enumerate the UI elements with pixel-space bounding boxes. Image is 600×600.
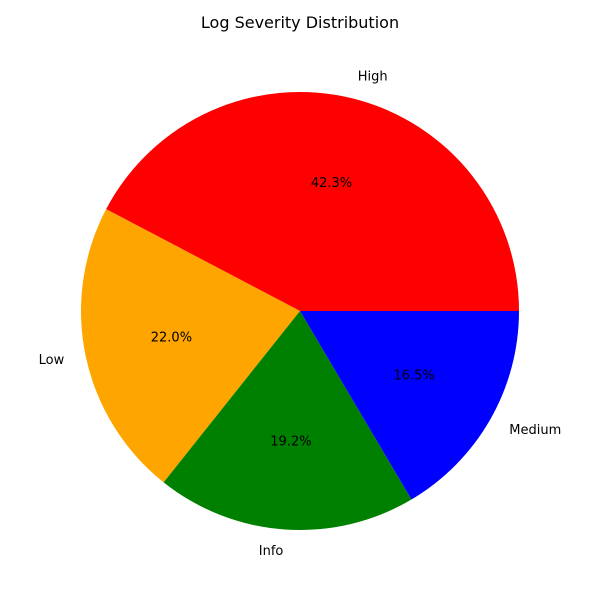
slice-percent-low: 22.0%	[151, 331, 192, 346]
pie-labels: High 42.3% Low 22.0% Info 19.2% Medium 16.5%	[39, 70, 562, 559]
pie-slice-info	[163, 311, 412, 530]
slice-label-medium: Medium	[509, 423, 561, 438]
slice-percent-medium: 16.5%	[393, 369, 434, 384]
pie-slice-low	[81, 209, 301, 483]
pie-slice-medium	[300, 311, 519, 500]
slice-percent-high: 42.3%	[311, 176, 352, 191]
slice-label-low: Low	[39, 353, 65, 368]
pie-slice-high	[106, 91, 520, 311]
slice-label-info: Info	[259, 544, 284, 559]
pie-slices	[81, 91, 520, 530]
slice-percent-info: 19.2%	[270, 435, 311, 450]
chart-title: Log Severity Distribution	[201, 13, 399, 32]
slice-label-high: High	[358, 70, 388, 85]
